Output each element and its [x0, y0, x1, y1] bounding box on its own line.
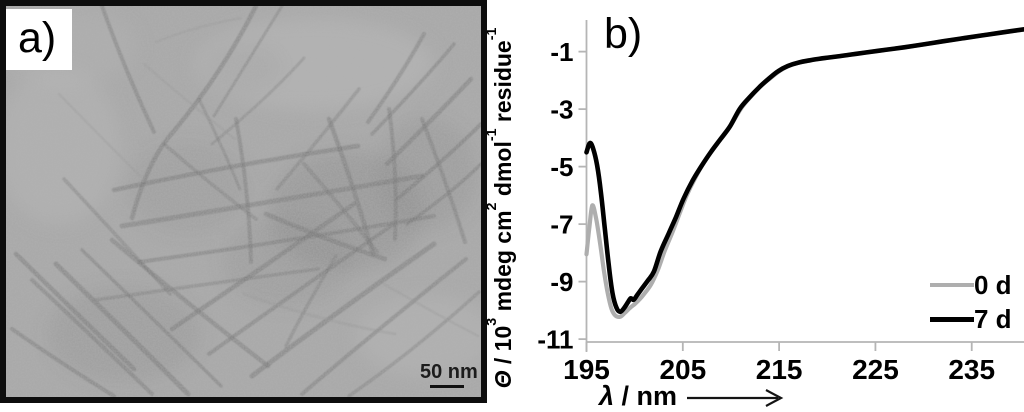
x-tick-label: 225	[852, 354, 899, 385]
noise-texture	[6, 6, 481, 397]
legend-entry-0d: 0 d	[930, 268, 1012, 302]
x-axis-title: λ / nm	[599, 381, 678, 411]
legend-entry-7d: 7 d	[930, 302, 1012, 336]
y-tick-label: -5	[550, 152, 573, 182]
legend: 0 d 7 d	[930, 268, 1012, 336]
legend-line-7d	[930, 316, 974, 322]
y-tick-label: -7	[550, 210, 573, 240]
legend-line-0d	[930, 283, 974, 287]
scale-bar	[430, 385, 464, 388]
legend-label-7d: 7 d	[974, 304, 1012, 334]
panel-a-label-box: a)	[6, 9, 72, 70]
scale-bar-label: 50 nm	[420, 361, 478, 383]
panel-a-tem: a) 50 nm	[0, 0, 487, 403]
x-tick-label: 235	[948, 354, 995, 385]
x-tick-label: 205	[659, 354, 706, 385]
x-tick-label: 215	[756, 354, 803, 385]
x-tick-label: 195	[563, 354, 610, 385]
y-tick-label: -9	[550, 267, 573, 297]
x-axis-arrow	[687, 389, 784, 407]
series-curve-7d	[584, 26, 1024, 315]
y-tick-label: -3	[550, 95, 573, 125]
y-tick-label: -11	[537, 325, 573, 355]
y-axis-title: Θ / 103 mdeg cm2 dmol-1 residue-1	[487, 27, 516, 389]
y-tick-label: -1	[550, 37, 573, 67]
legend-label-0d: 0 d	[974, 270, 1012, 300]
panel-a-label: a)	[18, 14, 57, 62]
panel-b-label: b)	[604, 10, 643, 58]
tem-micrograph	[6, 6, 481, 397]
